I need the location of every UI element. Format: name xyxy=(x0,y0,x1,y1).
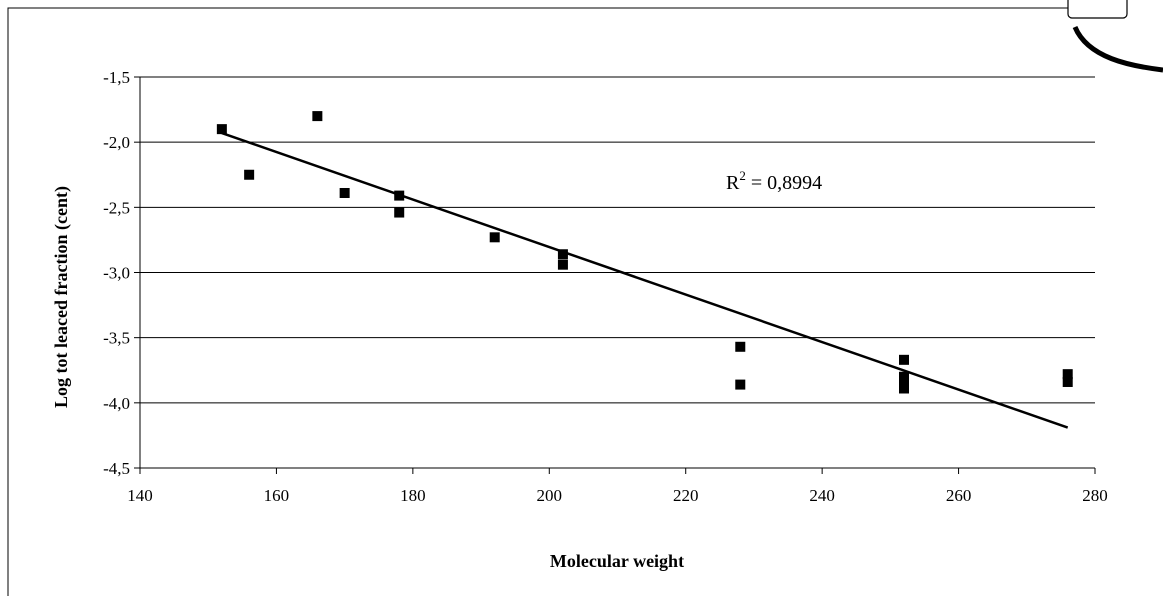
r-superscript: 2 xyxy=(739,168,746,183)
y-tick-label: -1,5 xyxy=(103,68,130,87)
trendline-group xyxy=(221,131,1069,429)
data-point xyxy=(557,249,568,260)
r-squared-annotation: R2 = 0,8994 xyxy=(726,168,822,194)
trendline xyxy=(221,131,1069,429)
y-tick-label: -3,5 xyxy=(103,329,130,348)
x-tick-label: 180 xyxy=(400,486,426,505)
x-tick-labels: 140 160 180 200 220 240 260 280 xyxy=(127,486,1108,505)
data-point xyxy=(216,124,227,135)
x-tick-label: 240 xyxy=(809,486,835,505)
x-tick-label: 220 xyxy=(673,486,699,505)
y-tick-label: -4,0 xyxy=(103,394,130,413)
chart-border xyxy=(7,7,1120,596)
data-point xyxy=(339,187,350,198)
x-tick-label: 160 xyxy=(264,486,290,505)
data-point xyxy=(735,341,746,352)
x-tick-label: 280 xyxy=(1082,486,1108,505)
y-tick-label: -4,5 xyxy=(103,459,130,478)
y-tick-label: -2,0 xyxy=(103,133,130,152)
data-point xyxy=(899,383,909,394)
axes xyxy=(134,76,1096,474)
x-tick-label: 140 xyxy=(127,486,153,505)
data-point xyxy=(735,379,746,390)
gridlines xyxy=(140,76,1095,404)
data-points xyxy=(216,111,1073,394)
x-tick-label: 260 xyxy=(946,486,972,505)
data-point xyxy=(489,232,500,243)
y-tick-labels: -1,5 -2,0 -2,5 -3,0 -3,5 -4,0 -4,5 xyxy=(103,68,130,478)
y-tick-label: -3,0 xyxy=(103,264,130,283)
data-point xyxy=(899,354,909,365)
x-tick-label: 200 xyxy=(537,486,563,505)
data-point xyxy=(244,169,255,180)
data-point xyxy=(899,371,909,382)
data-point xyxy=(557,259,568,270)
x-axis-title: Molecular weight xyxy=(550,551,684,571)
data-point xyxy=(1062,369,1073,380)
y-axis-title: Log tot leaced fraction (cent) xyxy=(51,186,72,408)
data-point xyxy=(394,190,405,201)
data-point xyxy=(312,111,323,122)
data-point xyxy=(394,207,405,218)
data-point xyxy=(899,378,909,389)
callout-curve xyxy=(1072,25,1163,73)
callout-box xyxy=(1067,0,1128,19)
r-label: R xyxy=(726,172,740,194)
r-value: = 0,8994 xyxy=(746,172,822,194)
data-point xyxy=(1062,376,1073,387)
y-tick-label: -2,5 xyxy=(103,198,130,217)
